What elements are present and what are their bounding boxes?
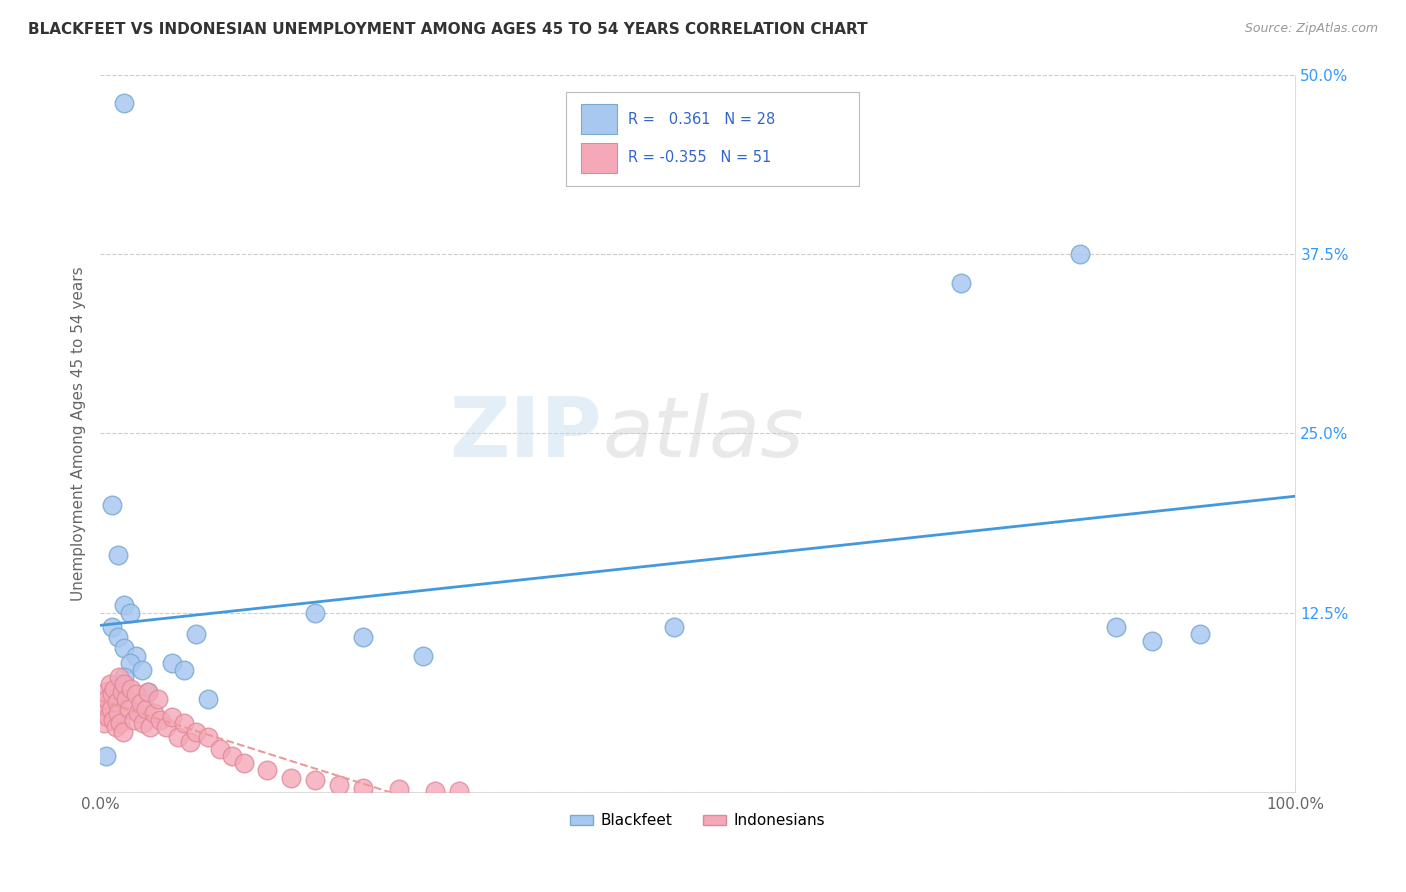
Point xyxy=(184,724,207,739)
Point xyxy=(139,720,162,734)
Text: R =   0.361   N = 28: R = 0.361 N = 28 xyxy=(628,112,776,127)
Point xyxy=(125,648,148,663)
Point xyxy=(166,731,188,745)
Point xyxy=(94,684,117,698)
Point xyxy=(94,698,117,713)
Point xyxy=(118,606,141,620)
Point xyxy=(108,670,131,684)
FancyBboxPatch shape xyxy=(581,143,616,173)
Point xyxy=(112,670,135,684)
Point xyxy=(208,742,231,756)
Point xyxy=(107,691,129,706)
Point xyxy=(111,684,134,698)
Text: ZIP: ZIP xyxy=(450,392,602,474)
Point xyxy=(949,276,972,290)
Point xyxy=(173,716,195,731)
Point xyxy=(352,630,374,644)
Point xyxy=(221,749,243,764)
Point xyxy=(129,696,152,710)
Point xyxy=(412,648,434,663)
Point xyxy=(91,706,114,720)
Point xyxy=(112,641,135,656)
Point xyxy=(447,783,470,797)
Point xyxy=(132,716,155,731)
Point xyxy=(197,731,219,745)
Point xyxy=(1105,620,1128,634)
Point xyxy=(135,702,157,716)
FancyBboxPatch shape xyxy=(581,104,616,134)
Point xyxy=(98,677,121,691)
Point xyxy=(142,706,165,720)
Point xyxy=(110,716,132,731)
Point xyxy=(112,96,135,111)
Point xyxy=(197,691,219,706)
Point xyxy=(100,702,122,716)
Point xyxy=(118,702,141,716)
Point xyxy=(232,756,254,771)
Text: atlas: atlas xyxy=(602,392,804,474)
Point xyxy=(149,713,172,727)
Point xyxy=(97,710,120,724)
Point xyxy=(131,663,153,677)
Point xyxy=(304,606,326,620)
Point xyxy=(107,706,129,720)
Point xyxy=(662,620,685,634)
Text: Source: ZipAtlas.com: Source: ZipAtlas.com xyxy=(1244,22,1378,36)
Point xyxy=(112,677,135,691)
Point xyxy=(101,687,124,701)
Text: R = -0.355   N = 51: R = -0.355 N = 51 xyxy=(628,150,772,165)
FancyBboxPatch shape xyxy=(567,93,859,186)
Point xyxy=(107,548,129,562)
Point xyxy=(1188,627,1211,641)
Point xyxy=(101,620,124,634)
Point xyxy=(105,695,128,709)
Point xyxy=(103,713,125,727)
Point xyxy=(118,656,141,670)
Point xyxy=(136,684,159,698)
Point xyxy=(127,706,149,720)
Point xyxy=(328,778,350,792)
Point xyxy=(93,716,115,731)
Point xyxy=(423,783,446,797)
Point xyxy=(112,599,135,613)
Point xyxy=(388,782,411,797)
Point xyxy=(104,720,127,734)
Point xyxy=(136,684,159,698)
Point xyxy=(256,764,278,778)
Point xyxy=(122,713,145,727)
Point xyxy=(160,710,183,724)
Point xyxy=(94,749,117,764)
Point xyxy=(96,691,118,706)
Point xyxy=(146,691,169,706)
Point xyxy=(179,735,201,749)
Point xyxy=(1140,634,1163,648)
Text: BLACKFEET VS INDONESIAN UNEMPLOYMENT AMONG AGES 45 TO 54 YEARS CORRELATION CHART: BLACKFEET VS INDONESIAN UNEMPLOYMENT AMO… xyxy=(28,22,868,37)
Point xyxy=(101,498,124,512)
Point xyxy=(155,720,177,734)
Point xyxy=(111,724,134,739)
Point xyxy=(280,771,302,785)
Y-axis label: Unemployment Among Ages 45 to 54 years: Unemployment Among Ages 45 to 54 years xyxy=(72,266,86,600)
Point xyxy=(160,656,183,670)
Point xyxy=(120,681,142,696)
Point xyxy=(103,681,125,696)
Point xyxy=(1069,247,1091,261)
Point xyxy=(115,691,138,706)
Point xyxy=(184,627,207,641)
Point xyxy=(125,687,148,701)
Point xyxy=(304,773,326,788)
Point xyxy=(352,780,374,795)
Point xyxy=(107,630,129,644)
Point xyxy=(173,663,195,677)
Legend: Blackfeet, Indonesians: Blackfeet, Indonesians xyxy=(564,807,831,835)
